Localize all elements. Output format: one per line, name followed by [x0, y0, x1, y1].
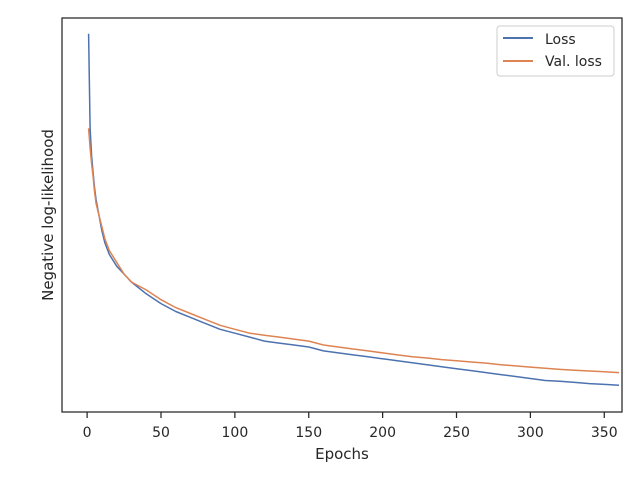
legend-label-loss: Loss — [545, 32, 576, 48]
x-axis-ticks: 0 50 100 150 200 250 300 350 — [83, 412, 618, 441]
x-tick-label: 100 — [222, 425, 249, 441]
y-axis-label: Negative log-likelihood — [39, 129, 57, 301]
x-axis-label: Epochs — [315, 445, 369, 463]
x-tick-label: 350 — [591, 425, 618, 441]
plot-lines — [87, 33, 620, 386]
x-tick-label: 200 — [369, 425, 396, 441]
legend: Loss Val. loss — [496, 25, 615, 77]
x-tick-label: 250 — [443, 425, 470, 441]
series-line-loss — [87, 33, 620, 386]
legend-label-val-loss: Val. loss — [545, 54, 602, 70]
x-tick-label: 300 — [517, 425, 544, 441]
x-tick-label: 0 — [83, 425, 92, 441]
x-tick-label: 150 — [295, 425, 322, 441]
series-line-val-loss — [87, 128, 620, 374]
plot-area-frame — [61, 17, 623, 413]
x-tick-label: 50 — [152, 425, 170, 441]
